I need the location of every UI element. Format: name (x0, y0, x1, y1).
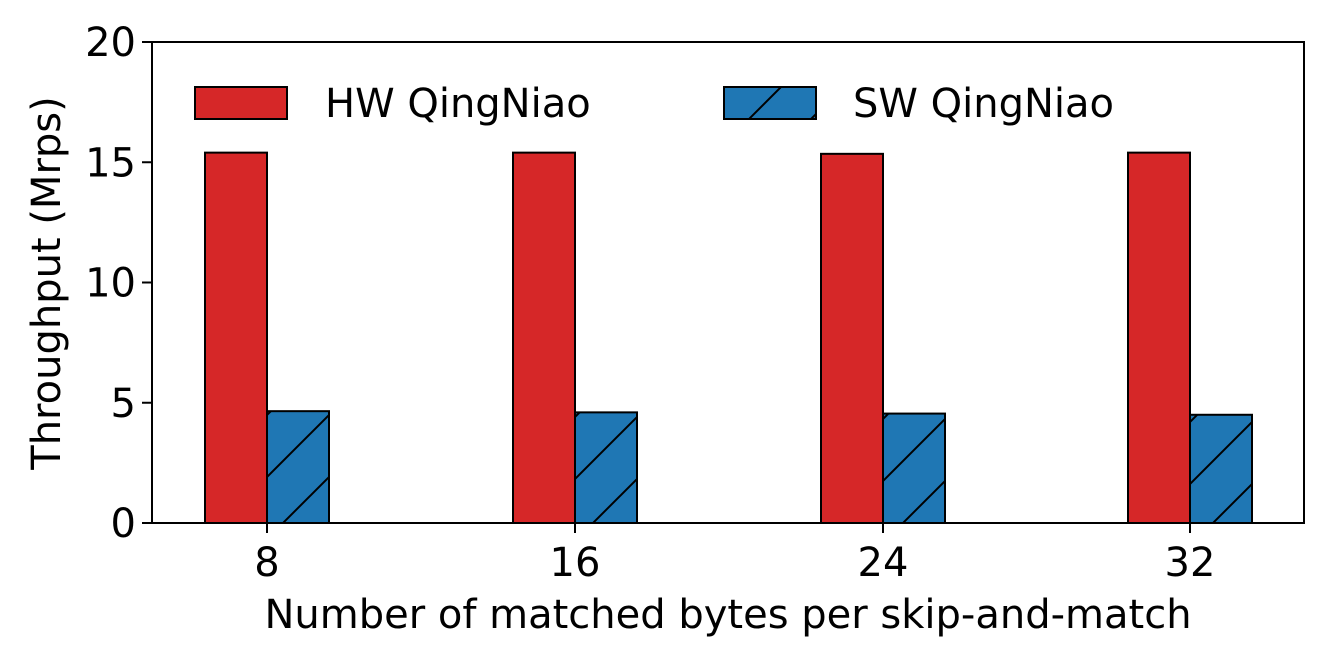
legend-label: HW QingNiao (325, 81, 591, 127)
legend-swatch-outline (194, 86, 288, 120)
x-tick-label: 32 (1165, 540, 1216, 586)
bars-group (204, 151, 1253, 525)
bar-hatch-24 (883, 413, 945, 523)
bar-hw-32 (1128, 152, 1190, 523)
bar-hw-8 (205, 152, 267, 523)
bar-hatch-32 (1190, 414, 1252, 523)
legend-label: SW QingNiao (853, 81, 1114, 127)
bar-hatch-8 (267, 411, 329, 523)
x-tick-label: 16 (550, 540, 601, 586)
x-axis-label: Number of matched bytes per skip-and-mat… (264, 592, 1191, 638)
legend-swatch-hatch (724, 87, 816, 119)
legend-swatch (195, 87, 287, 119)
bar-hatch-16 (575, 412, 637, 523)
y-tick-label: 5 (111, 381, 136, 427)
legend: HW QingNiao SW QingNiao (194, 81, 1114, 127)
y-axis-label: Throughput (Mrps) (24, 96, 70, 470)
y-tick-label: 20 (85, 20, 136, 66)
y-tick-label: 15 (85, 140, 136, 186)
x-tick-label: 24 (858, 540, 909, 586)
y-axis: 0 5 10 15 20 (85, 20, 152, 547)
legend-swatch-outline (723, 86, 817, 120)
x-axis: 8 16 24 32 (254, 523, 1215, 586)
bar-hw-24 (821, 153, 883, 523)
y-tick-label: 10 (85, 261, 136, 307)
x-tick-label: 8 (254, 540, 279, 586)
y-tick-label: 0 (111, 501, 136, 547)
bar-hw-16 (513, 152, 575, 523)
